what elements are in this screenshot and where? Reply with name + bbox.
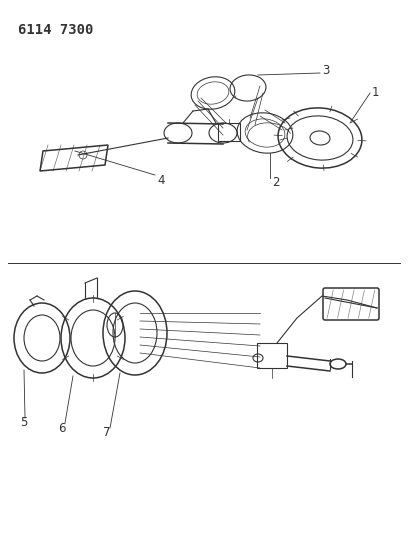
Text: 6114 7300: 6114 7300 bbox=[18, 23, 93, 37]
Text: 7: 7 bbox=[103, 426, 111, 440]
Text: 1: 1 bbox=[372, 86, 379, 100]
Text: 5: 5 bbox=[20, 416, 27, 430]
Text: 2: 2 bbox=[272, 176, 279, 190]
Text: 3: 3 bbox=[322, 64, 329, 77]
Text: 6: 6 bbox=[58, 422, 66, 434]
Text: 4: 4 bbox=[157, 174, 164, 187]
